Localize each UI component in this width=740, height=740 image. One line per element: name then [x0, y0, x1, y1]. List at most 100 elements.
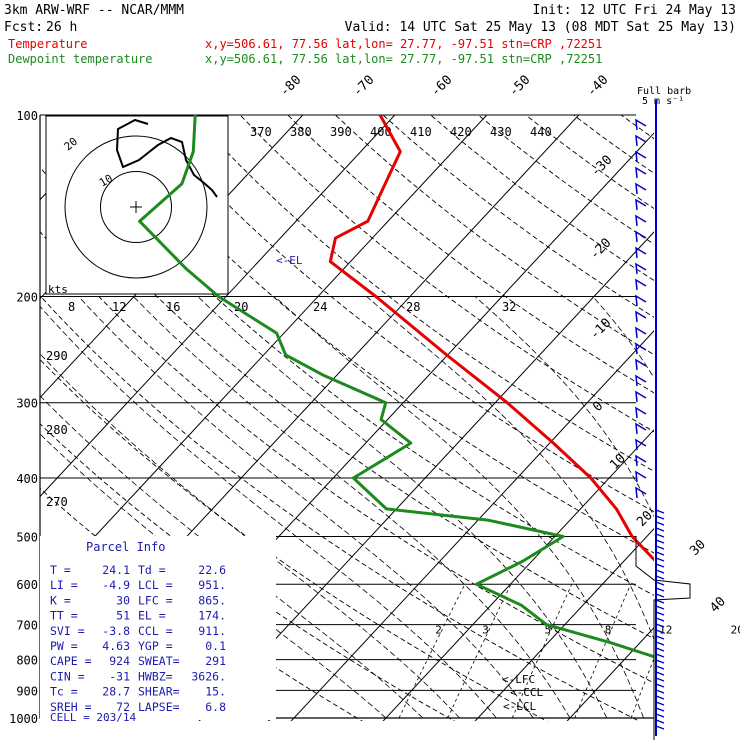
- barb-note-units: 5 m s⁻¹: [642, 96, 684, 107]
- mixing-ratio-label: 20: [731, 624, 740, 637]
- isotherm-line: [40, 115, 304, 399]
- dry-adiabat-line: [287, 115, 654, 394]
- isotherm-label: -10: [587, 316, 614, 343]
- parcel-info-title: Parcel Info: [86, 540, 165, 554]
- parcel-field: 24.1: [102, 563, 130, 577]
- parcel-field: LAPSE=: [138, 700, 180, 714]
- wind-barb: [655, 623, 665, 628]
- mixing-ratio-line: [447, 584, 512, 719]
- wind-barb: [655, 683, 665, 688]
- wind-barb: [655, 557, 665, 562]
- level-annotation: <-CCL: [510, 686, 543, 699]
- wind-barb: [635, 230, 647, 243]
- pressure-label: 800: [16, 654, 38, 668]
- wind-barb: [655, 575, 665, 580]
- wind-barb: [655, 641, 665, 646]
- parcel-field: HWBZ=: [138, 669, 173, 683]
- parcel-field: SVI =: [50, 624, 85, 638]
- wind-barb: [635, 118, 647, 131]
- parcel-field: T =: [50, 563, 71, 577]
- wind-barb: [635, 150, 647, 163]
- hodograph-box: [45, 115, 229, 295]
- parcel-field: LI =: [50, 578, 78, 592]
- temperature-info: x,y=506.61, 77.56 lat,lon= 27.77, -97.51…: [205, 37, 602, 51]
- wind-barb: [635, 278, 647, 291]
- hodograph-ring: [64, 135, 208, 279]
- parcel-field: 28.7: [102, 685, 130, 699]
- parcel-field: 924: [109, 654, 130, 668]
- pressure-label: 500: [16, 530, 38, 544]
- isotherm-label: -70: [350, 73, 377, 100]
- wind-barb: [635, 454, 647, 467]
- parcel-field: TT =: [50, 609, 78, 623]
- dry-adiabat-line: [144, 115, 654, 513]
- wind-barb: [635, 214, 647, 227]
- wind-barb: [655, 521, 665, 526]
- dry-adiabat-line: [477, 115, 654, 245]
- parcel-field: Tc =: [50, 685, 78, 699]
- parcel-field: 22.6: [198, 563, 226, 577]
- wind-barb: [655, 671, 665, 676]
- parcel-field: 72: [116, 700, 130, 714]
- speed-tick-label: 24: [313, 300, 327, 314]
- wind-barb: [635, 486, 647, 499]
- parcel-field: 174.: [198, 609, 226, 623]
- parcel-field: LCL =: [138, 578, 173, 592]
- moist-adiabat-line: [474, 296, 654, 518]
- isotherm-label: -80: [277, 73, 304, 100]
- parcel-field: -3.8: [102, 624, 130, 638]
- parcel-box: [40, 536, 276, 720]
- mixing-ratio-line: [511, 584, 573, 719]
- theta-label: 380: [290, 125, 312, 139]
- wind-barb: [655, 569, 665, 574]
- wind-barb: [655, 587, 665, 592]
- wind-barb: [655, 545, 665, 550]
- wind-barb: [635, 294, 647, 307]
- init-time: Init: 12 UTC Fri 24 May 13: [533, 3, 737, 18]
- wind-barb: [655, 659, 665, 664]
- wind-barb: [635, 390, 647, 403]
- wind-barbs: [635, 100, 691, 740]
- temperature-line: [328, 115, 654, 562]
- moist-adiabat-line: [366, 296, 654, 641]
- speed-tick-label: 32: [502, 300, 516, 314]
- wind-barb: [635, 134, 647, 147]
- fcst-value: 26 h: [46, 20, 77, 35]
- valid-time: Valid: 14 UTC Sat 25 May 13 (08 MDT Sat …: [345, 20, 736, 35]
- parcel-field: SWEAT=: [138, 654, 180, 668]
- wind-barb: [655, 677, 665, 682]
- moist-adiabat-line: [703, 297, 740, 719]
- pressure-label: 600: [16, 578, 38, 592]
- model-title: 3km ARW-WRF -- NCAR/MMM: [4, 3, 184, 18]
- mixing-ratio-line: [574, 584, 632, 719]
- dry-adiabat-line: [239, 115, 654, 433]
- wind-barb: [635, 422, 647, 435]
- isotherm-line: [382, 429, 654, 721]
- moist-adiabat-line: [274, 296, 644, 719]
- wind-barb: [655, 635, 665, 640]
- wind-barb: [635, 182, 647, 195]
- wind-barb: [635, 358, 647, 371]
- level-annotation: <-LFC: [502, 673, 535, 686]
- wind-barb: [655, 707, 665, 712]
- isotherm-label: -50: [506, 73, 533, 100]
- wind-barb: [655, 701, 665, 706]
- parcel-field: PW =: [50, 639, 78, 653]
- hodograph-trace: [115, 118, 218, 198]
- dry-adiabat-line: [40, 358, 548, 721]
- wind-barb: [635, 326, 647, 339]
- wind-barb: [655, 539, 665, 544]
- parcel-cell: CELL = 203/14: [50, 711, 136, 724]
- isotherm-line: [198, 231, 654, 721]
- wind-barb: [655, 611, 665, 616]
- wind-barb: [635, 470, 647, 483]
- wind-barb: [655, 551, 665, 556]
- dry-adiabat-line: [525, 115, 654, 210]
- dry-adiabat-line: [191, 115, 654, 472]
- parcel-field: -31: [109, 669, 130, 683]
- wind-barb: [655, 665, 665, 670]
- parcel-field: CCL =: [138, 624, 173, 638]
- speed-tick-label: 28: [406, 300, 420, 314]
- speed-tick-label: 16: [166, 300, 180, 314]
